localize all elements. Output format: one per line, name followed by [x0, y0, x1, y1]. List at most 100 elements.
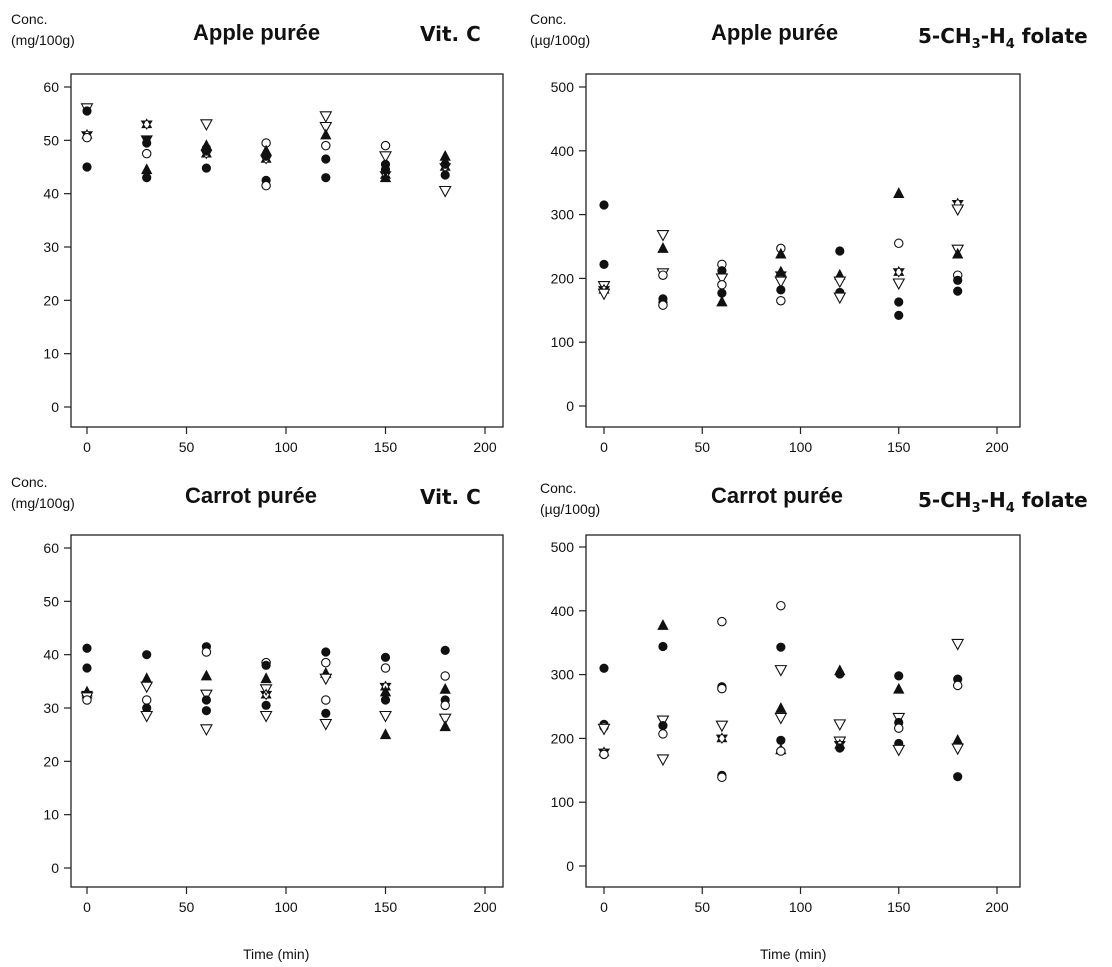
data-point	[379, 710, 392, 723]
y-tick-label: 300	[551, 207, 575, 223]
data-point	[321, 708, 331, 718]
data-point	[776, 285, 786, 295]
data-point	[715, 732, 728, 744]
data-point	[260, 152, 273, 165]
y-tick-label: 20	[43, 753, 59, 769]
data-point	[599, 259, 609, 269]
data-point	[599, 200, 609, 210]
chart-title: Apple purée	[193, 20, 321, 45]
data-point	[597, 723, 611, 736]
y-tick-label: 30	[43, 239, 59, 255]
data-point	[201, 695, 211, 705]
plot-frame	[585, 73, 1021, 428]
data-point	[953, 275, 963, 285]
chart-title: Carrot purée	[711, 483, 844, 508]
panel-apple-folate: Conc. (µg/100g) Apple purée 5-CH3-H4 fola…	[0, 0, 1112, 470]
data-point	[776, 295, 786, 306]
y-tick-label: 500	[551, 79, 575, 95]
data-point	[321, 695, 331, 705]
data-point	[893, 187, 905, 198]
data-point	[892, 744, 906, 757]
data-point	[833, 292, 847, 305]
x-tick-label: 150	[374, 899, 398, 915]
data-point	[82, 643, 92, 653]
x-tick-label: 150	[374, 439, 398, 455]
data-point	[776, 746, 786, 756]
data-point	[200, 669, 213, 681]
data-point	[656, 229, 670, 242]
data-point	[658, 270, 668, 280]
data-point	[774, 665, 788, 677]
scatter-plot-apple-folate: 0 50 100 150 200 0 100 200 300 400 500	[551, 73, 1021, 455]
data-point	[82, 106, 92, 116]
x-tick-label: 150	[887, 439, 911, 455]
x-tick-label: 50	[694, 899, 710, 915]
data-point	[82, 132, 92, 143]
data-point	[380, 652, 391, 662]
y-tick-label: 50	[43, 593, 59, 609]
x-tick-label: 200	[473, 439, 497, 455]
data-point	[380, 140, 391, 151]
data-point	[775, 247, 787, 259]
scatter-plot-apple-vitc: 0 50 100 150 200 0 10 20 30 40 50 60	[43, 73, 504, 455]
y-axis-label: Conc. (mg/100g)	[11, 474, 75, 511]
data-point	[142, 173, 152, 183]
data-point	[379, 151, 392, 163]
data-point	[597, 288, 611, 301]
data-point	[717, 772, 727, 783]
data-point	[953, 286, 963, 296]
data-point	[658, 721, 668, 731]
data-point	[438, 713, 452, 726]
data-point	[380, 695, 391, 705]
y-tick-label: 60	[43, 79, 59, 95]
x-tick-label: 200	[985, 439, 1009, 455]
data-point	[140, 681, 154, 694]
y-axis-label: Conc. (mg/100g)	[11, 11, 75, 48]
data-point	[200, 147, 213, 160]
data-point	[319, 111, 333, 123]
y-tick-label: 200	[551, 730, 575, 746]
x-tick-label: 100	[789, 899, 813, 915]
data-point	[320, 128, 332, 140]
x-tick-label: 0	[600, 899, 608, 915]
plot-frame	[70, 73, 504, 428]
data-point	[715, 720, 729, 733]
data-point	[717, 616, 727, 627]
x-tick-label: 50	[694, 439, 710, 455]
data-point	[440, 645, 450, 656]
data-point	[657, 242, 669, 253]
data-point	[438, 185, 452, 198]
data-point	[658, 641, 668, 652]
data-point	[440, 671, 450, 681]
data-point	[892, 278, 906, 291]
y-tick-label: 500	[551, 539, 575, 555]
data-point	[321, 647, 331, 657]
x-tick-label: 0	[83, 899, 91, 915]
data-point	[658, 300, 668, 310]
y-tick-label: 30	[43, 700, 59, 716]
x-axis-label: Time (min)	[243, 946, 310, 962]
y-tick-label: 10	[43, 346, 59, 362]
data-point	[439, 720, 451, 732]
data-point	[894, 310, 904, 321]
data-point	[953, 772, 963, 782]
plot-frame	[70, 534, 504, 888]
x-tick-label: 200	[985, 899, 1009, 915]
data-point	[261, 180, 271, 191]
nutrient-label: Vit. C	[420, 22, 481, 46]
x-tick-label: 150	[887, 899, 911, 915]
data-point	[952, 247, 964, 259]
data-point	[776, 642, 786, 652]
data-point	[951, 743, 965, 756]
data-point	[894, 297, 904, 307]
x-tick-label: 100	[274, 899, 298, 915]
data-point	[656, 754, 670, 767]
data-point	[833, 719, 847, 732]
nutrient-label: 5-CH3-H4 folate	[918, 488, 1088, 516]
data-point	[199, 119, 213, 131]
data-point	[893, 723, 904, 733]
nutrient-label: 5-CH3-H4 folate	[918, 24, 1088, 52]
data-point	[82, 695, 92, 705]
